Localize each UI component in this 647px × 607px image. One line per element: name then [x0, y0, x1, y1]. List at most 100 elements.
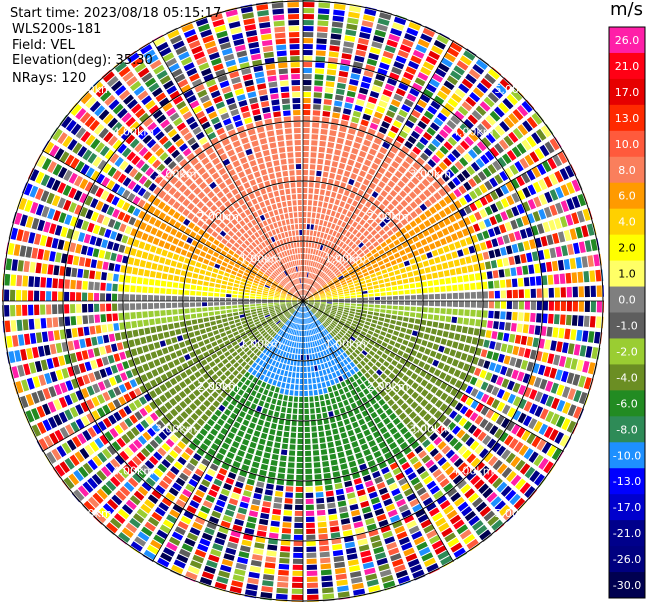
velocity-gate — [176, 262, 183, 269]
velocity-gate — [434, 301, 440, 307]
velocity-gate — [241, 278, 247, 283]
velocity-gate — [216, 531, 227, 540]
velocity-gate — [538, 208, 547, 220]
velocity-gate — [445, 385, 453, 394]
velocity-gate — [312, 249, 317, 255]
velocity-gate — [92, 455, 103, 467]
velocity-gate — [526, 135, 537, 148]
velocity-gate — [453, 413, 463, 423]
velocity-gate — [341, 243, 347, 250]
velocity-gate — [144, 327, 151, 335]
velocity-gate — [289, 365, 293, 372]
velocity-gate — [402, 384, 410, 392]
velocity-gate — [433, 452, 443, 462]
velocity-gate — [479, 529, 492, 541]
velocity-gate — [479, 196, 488, 206]
velocity-gate — [421, 454, 431, 464]
velocity-gate — [384, 156, 392, 164]
velocity-gate — [421, 354, 429, 362]
velocity-gate — [325, 490, 334, 497]
velocity-gate — [335, 370, 341, 377]
velocity-gate — [349, 250, 356, 257]
velocity-gate — [453, 457, 464, 468]
velocity-gate — [123, 446, 134, 457]
velocity-gate — [326, 296, 332, 299]
velocity-gate — [391, 488, 401, 497]
velocity-gate — [299, 396, 303, 402]
velocity-gate — [322, 245, 327, 252]
velocity-gate — [319, 271, 324, 277]
velocity-gate — [354, 282, 360, 287]
velocity-gate — [518, 312, 524, 322]
velocity-gate — [286, 303, 292, 306]
velocity-gate — [233, 283, 240, 288]
velocity-gate — [337, 219, 343, 226]
velocity-gate — [169, 449, 179, 459]
velocity-gate — [392, 264, 399, 271]
velocity-gate — [160, 552, 173, 563]
velocity-gate — [282, 516, 292, 522]
velocity-gate — [207, 395, 215, 403]
velocity-gate — [70, 316, 77, 326]
velocity-gate — [500, 485, 512, 497]
velocity-gate — [306, 278, 309, 284]
velocity-gate — [398, 332, 405, 338]
velocity-gate — [202, 297, 208, 301]
velocity-gate — [512, 289, 518, 299]
velocity-gate — [358, 418, 366, 426]
velocity-gate — [336, 82, 346, 90]
velocity-gate — [321, 265, 325, 271]
velocity-gate — [191, 254, 199, 261]
velocity-gate — [373, 402, 380, 410]
velocity-gate — [331, 266, 336, 271]
velocity-gate — [39, 235, 48, 247]
velocity-gate — [556, 399, 566, 412]
velocity-gate — [196, 335, 203, 342]
velocity-gate — [360, 81, 371, 89]
velocity-gate — [303, 242, 306, 248]
velocity-gate — [160, 288, 166, 294]
velocity-gate — [351, 147, 359, 155]
velocity-gate — [355, 483, 364, 491]
velocity-gate — [344, 245, 350, 252]
velocity-gate — [92, 492, 104, 504]
velocity-gate — [286, 407, 292, 414]
velocity-gate — [391, 199, 399, 207]
velocity-gate — [97, 420, 107, 432]
velocity-gate — [240, 331, 246, 337]
velocity-gate — [435, 379, 443, 387]
velocity-gate — [480, 381, 489, 391]
velocity-gate — [460, 394, 469, 403]
velocity-gate — [297, 324, 300, 330]
velocity-gate — [65, 380, 74, 391]
velocity-gate — [262, 354, 268, 361]
velocity-gate — [259, 316, 265, 321]
velocity-gate — [379, 264, 386, 270]
velocity-gate — [316, 358, 320, 365]
velocity-gate — [158, 502, 170, 512]
velocity-gate — [312, 335, 316, 341]
velocity-gate — [64, 279, 70, 289]
velocity-gate — [218, 494, 228, 502]
velocity-gate — [293, 552, 303, 558]
velocity-gate — [313, 389, 318, 396]
velocity-gate — [94, 292, 100, 301]
velocity-gate — [319, 306, 325, 309]
velocity-gate — [189, 259, 197, 266]
velocity-gate — [268, 302, 274, 305]
velocity-gate — [284, 370, 289, 377]
velocity-gate — [276, 309, 282, 313]
velocity-gate — [434, 286, 440, 293]
velocity-gate — [268, 294, 274, 297]
velocity-gate — [407, 135, 417, 145]
velocity-gate — [436, 263, 443, 271]
velocity-gate — [241, 495, 251, 503]
velocity-gate — [202, 381, 210, 389]
velocity-gate — [342, 286, 349, 290]
velocity-gate — [169, 244, 177, 252]
velocity-gate — [518, 347, 526, 357]
velocity-gate — [256, 305, 262, 309]
velocity-gate — [188, 265, 195, 272]
velocity-gate — [366, 353, 373, 360]
velocity-gate — [307, 318, 311, 324]
